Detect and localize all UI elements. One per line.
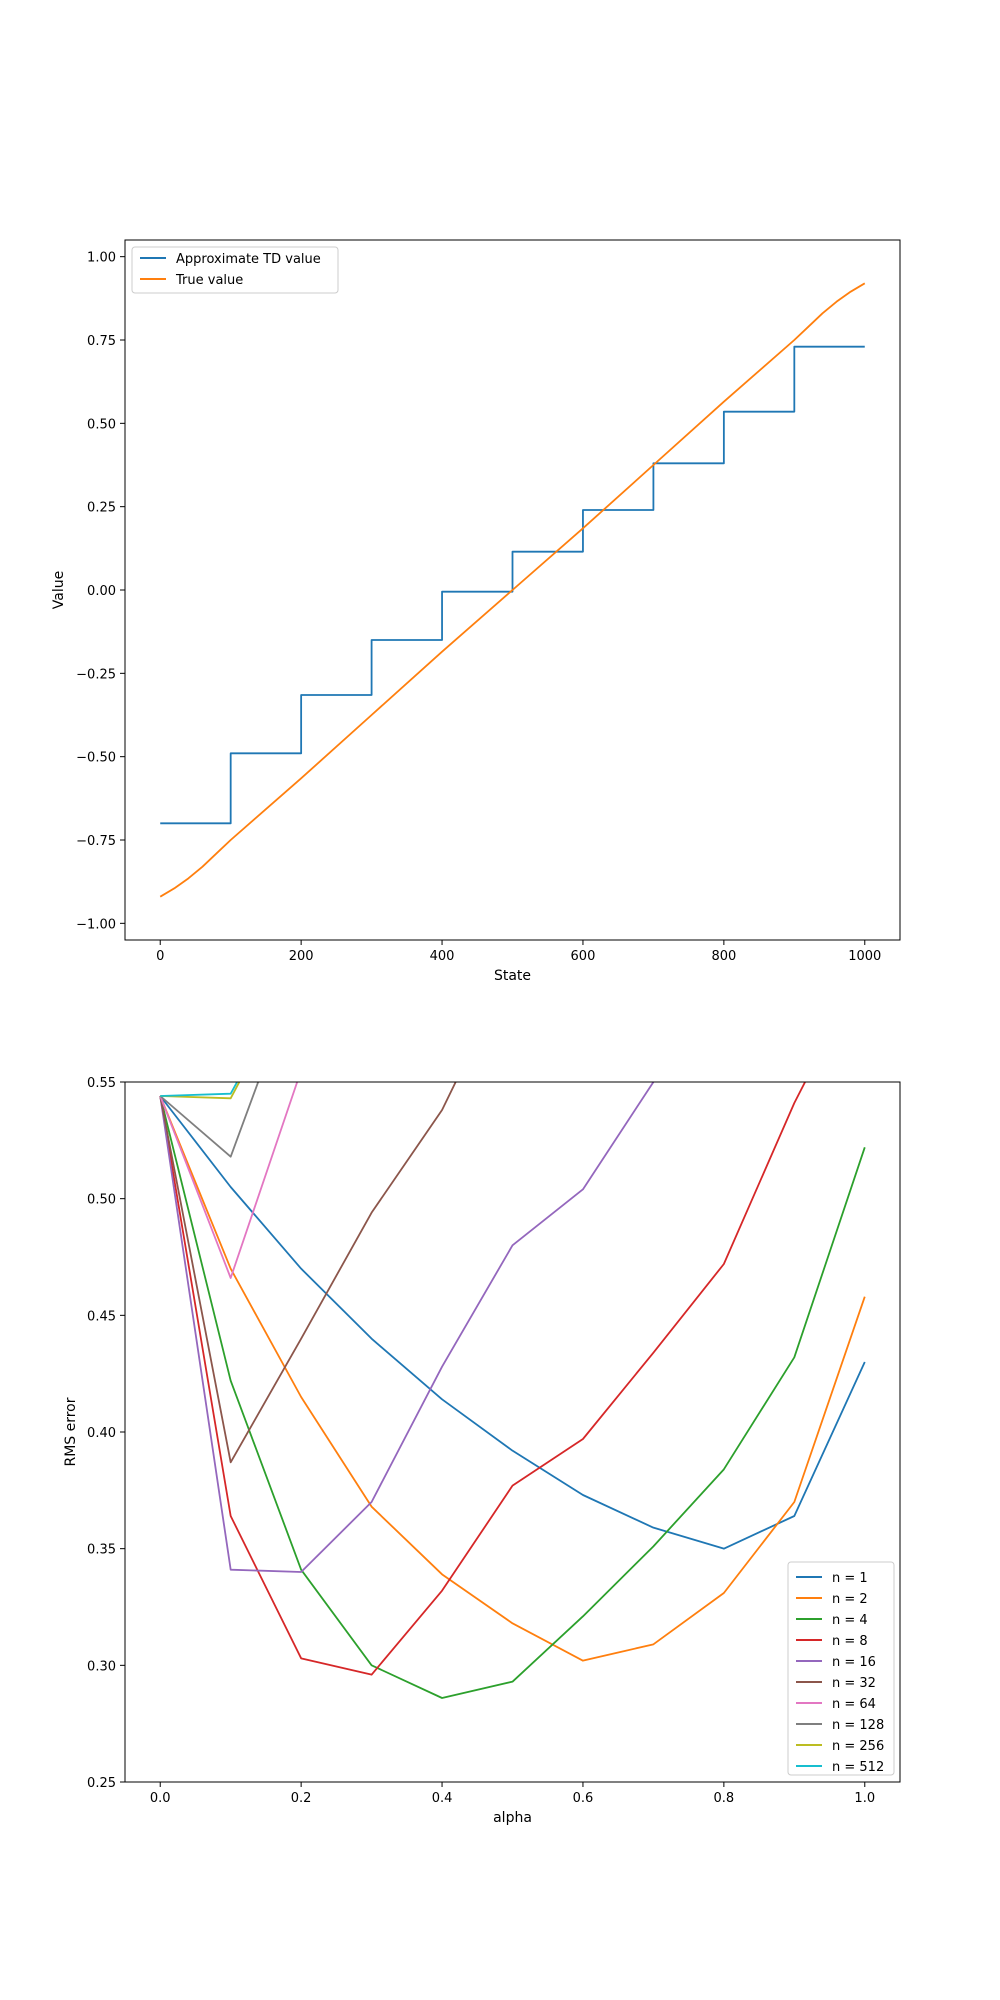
x-tick-label: 1.0 (854, 1791, 875, 1806)
series-line-true-value (159, 282, 866, 898)
legend-label-n-4: n = 4 (832, 1613, 868, 1628)
value-chart-x-axis-label: State (494, 968, 531, 984)
x-tick-label: 400 (430, 949, 455, 964)
y-tick-label: 0.55 (87, 1076, 116, 1091)
x-tick-label: 800 (711, 949, 736, 964)
legend-label-n-128: n = 128 (832, 1718, 884, 1733)
y-tick-label: 0.35 (87, 1543, 116, 1558)
legend-label-approximate-td-value: Approximate TD value (176, 252, 321, 267)
series-line-n-2 (159, 1095, 866, 1662)
y-tick-label: 0.25 (87, 501, 116, 516)
y-tick-label: −0.75 (76, 834, 116, 849)
series-line-n-16 (159, 1082, 655, 1573)
y-tick-label: 0.30 (87, 1659, 116, 1674)
rms-error-chart: 0.0 0.2 0.4 0.6 0.8 1.0 0.25 0.30 0.35 0.40 0.45 0.… (63, 1076, 901, 1826)
y-tick-label: 0.40 (87, 1426, 116, 1441)
series-line-approximate-td-value (160, 345, 865, 825)
y-tick-label: −1.00 (76, 917, 116, 932)
rms-error-chart-legend: n = 1 n = 2 n = 4 n = 8 n = 16 n = 32 n = 64 n … (787, 1561, 895, 1776)
x-tick-label: 600 (571, 949, 596, 964)
value-chart-y-axis-label: Value (51, 571, 67, 609)
legend-label-n-1: n = 1 (832, 1571, 868, 1586)
value-chart-ticks: 0 200 400 600 800 1000 −1.00 −0.75 −0.50 −0.25 0.0… (76, 251, 881, 964)
rms-error-chart-y-axis-label: RMS error (63, 1397, 79, 1466)
value-chart-legend-frame (131, 246, 339, 294)
rms-error-chart-ticks: 0.0 0.2 0.4 0.6 0.8 1.0 0.25 0.30 0.35 0.40 0.45 0.… (87, 1076, 875, 1806)
rms-error-chart-legend-items: n = 1 n = 2 n = 4 n = 8 n = 16 n = 32 n = 64 n … (796, 1571, 884, 1775)
y-tick-label: 0.45 (87, 1309, 116, 1324)
value-chart-series (159, 282, 866, 898)
x-tick-label: 0.6 (573, 1791, 594, 1806)
series-line-n-8 (159, 1082, 807, 1676)
x-tick-label: 200 (289, 949, 314, 964)
y-tick-label: 1.00 (87, 251, 116, 266)
legend-label-n-16: n = 16 (832, 1655, 876, 1670)
legend-label-true-value: True value (175, 273, 243, 288)
legend-label-n-256: n = 256 (832, 1739, 884, 1754)
y-tick-label: 0.50 (87, 417, 116, 432)
value-chart-legend: Approximate TD value True value (131, 246, 339, 294)
legend-label-n-512: n = 512 (832, 1760, 884, 1775)
y-tick-label: −0.50 (76, 751, 116, 766)
series-line-n-1 (159, 1095, 866, 1550)
x-tick-label: 1000 (848, 949, 881, 964)
y-tick-label: 0.00 (87, 584, 116, 599)
x-tick-label: 0.0 (150, 1791, 171, 1806)
legend-label-n-8: n = 8 (832, 1634, 868, 1649)
rms-error-chart-series (159, 1082, 866, 1699)
series-line-n-4 (159, 1095, 866, 1699)
y-tick-label: 0.25 (87, 1776, 116, 1791)
legend-label-n-32: n = 32 (832, 1676, 876, 1691)
x-tick-label: 0.4 (432, 1791, 453, 1806)
series-line-n-64 (159, 1082, 299, 1279)
x-tick-label: 0.2 (291, 1791, 312, 1806)
y-tick-label: −0.25 (76, 667, 116, 682)
series-line-n-32 (159, 1082, 457, 1464)
legend-label-n-2: n = 2 (832, 1592, 868, 1607)
x-tick-label: 0 (156, 949, 164, 964)
value-chart: 0 200 400 600 800 1000 −1.00 −0.75 −0.50 −0.25 0.0… (51, 239, 901, 984)
rms-error-chart-legend-frame (787, 1561, 895, 1776)
rms-error-chart-x-axis-label: alpha (493, 1810, 532, 1826)
y-tick-label: 0.75 (87, 334, 116, 349)
y-tick-label: 0.50 (87, 1193, 116, 1208)
legend-label-n-64: n = 64 (832, 1697, 876, 1712)
x-tick-label: 0.8 (714, 1791, 735, 1806)
